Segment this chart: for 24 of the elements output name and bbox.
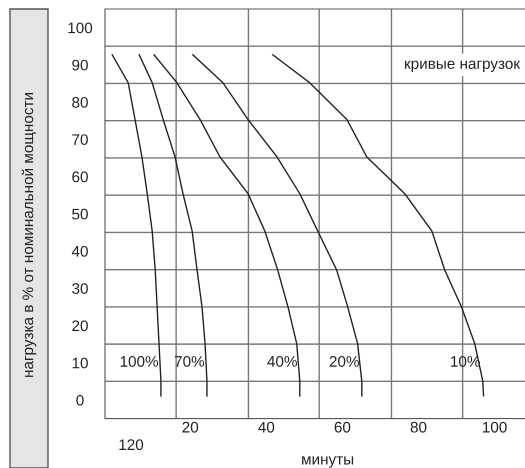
y-axis-title: нагрузка в % от номинальной мощности [22,93,36,377]
x-tick-label: 20 [182,422,198,433]
y-tick-label: 20 [72,320,88,332]
series-label: 40% [267,356,297,367]
y-tick-label: 60 [72,171,88,182]
series-label: 20% [330,356,359,367]
x-tick-label: 80 [410,422,426,433]
y-tick-label: 90 [72,60,88,71]
x-tick-label: 40 [258,422,274,433]
y-tick-label: 100 [68,22,92,34]
y-tick-label: 80 [72,96,88,108]
x-tick-label: 100 [482,422,507,433]
y-tick-label: 30 [72,283,88,294]
x-axis-title: минуты [302,456,354,468]
y-tick-label: 40 [72,246,88,257]
series-label: 100% [120,356,158,367]
text: 120 [119,439,144,450]
y-tick-label: 50 [72,208,88,220]
y-tick-label: 10 [72,358,88,368]
annotation: кривые нагрузок [405,60,520,72]
y-tick-label: 0 [76,394,84,406]
line-series [112,54,162,397]
y-tick-label: 70 [72,134,88,146]
x-tick-label: 60 [334,422,350,433]
